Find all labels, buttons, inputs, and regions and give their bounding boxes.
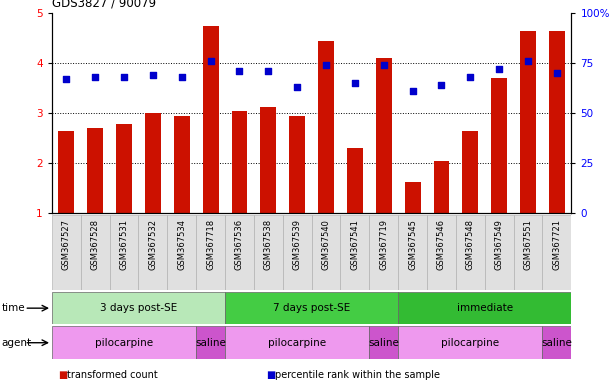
- Text: immediate: immediate: [456, 303, 513, 313]
- Bar: [81, 215, 109, 290]
- Text: agent: agent: [2, 338, 32, 348]
- Bar: [543, 215, 571, 290]
- Bar: [369, 326, 398, 359]
- Text: pilocarpine: pilocarpine: [95, 338, 153, 348]
- Text: pilocarpine: pilocarpine: [441, 338, 499, 348]
- Bar: [485, 215, 514, 290]
- Text: GSM367534: GSM367534: [177, 219, 186, 270]
- Bar: [463, 131, 478, 213]
- Point: [177, 74, 187, 80]
- Bar: [312, 215, 340, 290]
- Text: ■: ■: [58, 370, 67, 380]
- Bar: [404, 182, 420, 213]
- Bar: [376, 58, 392, 213]
- Text: transformed count: transformed count: [67, 370, 158, 380]
- Bar: [116, 124, 132, 213]
- Point: [523, 58, 533, 65]
- Point: [466, 74, 475, 80]
- Text: GSM367545: GSM367545: [408, 219, 417, 270]
- Bar: [196, 215, 225, 290]
- Bar: [225, 292, 398, 324]
- Bar: [520, 31, 536, 213]
- Text: GSM367546: GSM367546: [437, 219, 446, 270]
- Bar: [196, 326, 225, 359]
- Text: GSM367541: GSM367541: [350, 219, 359, 270]
- Bar: [318, 41, 334, 213]
- Bar: [340, 215, 369, 290]
- Point: [379, 62, 389, 68]
- Text: percentile rank within the sample: percentile rank within the sample: [275, 370, 440, 380]
- Text: GSM367528: GSM367528: [90, 219, 100, 270]
- Bar: [543, 326, 571, 359]
- Text: pilocarpine: pilocarpine: [268, 338, 326, 348]
- Text: GSM367531: GSM367531: [120, 219, 128, 270]
- Text: GSM367548: GSM367548: [466, 219, 475, 270]
- Point: [350, 80, 360, 86]
- Bar: [398, 215, 427, 290]
- Point: [119, 74, 129, 80]
- Point: [235, 68, 244, 74]
- Point: [552, 70, 562, 76]
- Bar: [491, 78, 507, 213]
- Point: [292, 84, 302, 90]
- Bar: [225, 326, 369, 359]
- Point: [90, 74, 100, 80]
- Point: [321, 62, 331, 68]
- Text: 7 days post-SE: 7 days post-SE: [273, 303, 350, 313]
- Bar: [225, 215, 254, 290]
- Text: GSM367532: GSM367532: [148, 219, 158, 270]
- Point: [263, 68, 273, 74]
- Bar: [139, 215, 167, 290]
- Point: [206, 58, 216, 65]
- Bar: [52, 215, 81, 290]
- Text: GSM367538: GSM367538: [264, 219, 273, 270]
- Point: [408, 88, 417, 94]
- Bar: [52, 326, 196, 359]
- Text: GSM367527: GSM367527: [62, 219, 71, 270]
- Bar: [514, 215, 543, 290]
- Text: saline: saline: [368, 338, 399, 348]
- Bar: [52, 292, 225, 324]
- Bar: [289, 116, 305, 213]
- Bar: [347, 148, 363, 213]
- Point: [148, 72, 158, 78]
- Point: [62, 76, 71, 83]
- Bar: [434, 161, 449, 213]
- Text: GSM367540: GSM367540: [321, 219, 331, 270]
- Bar: [59, 131, 75, 213]
- Bar: [398, 292, 571, 324]
- Text: GSM367551: GSM367551: [524, 219, 533, 270]
- Text: GDS3827 / 90079: GDS3827 / 90079: [52, 0, 156, 10]
- Bar: [145, 113, 161, 213]
- Bar: [260, 107, 276, 213]
- Text: GSM367718: GSM367718: [206, 219, 215, 270]
- Text: ■: ■: [266, 370, 275, 380]
- Bar: [109, 215, 139, 290]
- Text: GSM367536: GSM367536: [235, 219, 244, 270]
- Bar: [398, 326, 543, 359]
- Bar: [427, 215, 456, 290]
- Bar: [549, 31, 565, 213]
- Bar: [167, 215, 196, 290]
- Text: GSM367549: GSM367549: [495, 219, 503, 270]
- Bar: [254, 215, 283, 290]
- Text: GSM367719: GSM367719: [379, 219, 388, 270]
- Text: 3 days post-SE: 3 days post-SE: [100, 303, 177, 313]
- Bar: [203, 26, 219, 213]
- Bar: [87, 128, 103, 213]
- Bar: [369, 215, 398, 290]
- Bar: [232, 111, 247, 213]
- Bar: [456, 215, 485, 290]
- Text: time: time: [2, 303, 26, 313]
- Text: saline: saline: [541, 338, 573, 348]
- Text: saline: saline: [195, 338, 226, 348]
- Point: [494, 66, 504, 73]
- Text: GSM367721: GSM367721: [552, 219, 562, 270]
- Bar: [174, 116, 189, 213]
- Bar: [283, 215, 312, 290]
- Point: [437, 82, 447, 88]
- Text: GSM367539: GSM367539: [293, 219, 302, 270]
